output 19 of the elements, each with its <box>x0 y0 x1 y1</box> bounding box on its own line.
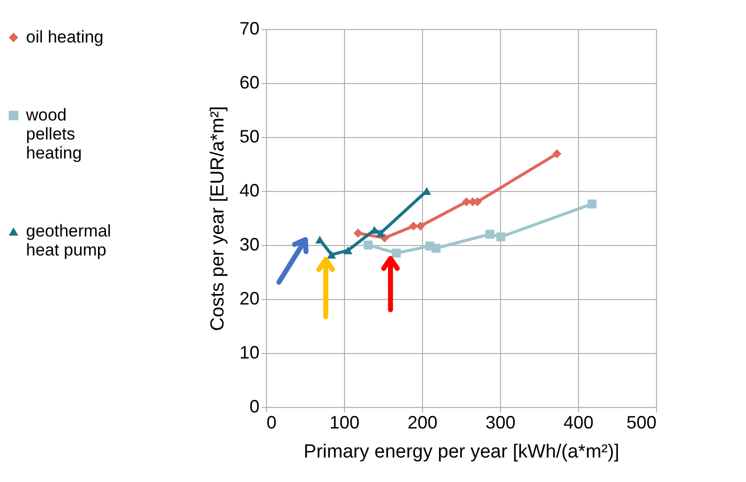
x-tick-label: 300 <box>485 412 516 432</box>
x-tick-label: 400 <box>563 412 594 432</box>
x-tick-label: 500 <box>626 412 656 432</box>
legend-label: wood pellets heating <box>25 106 82 162</box>
x-tick-label: 0 <box>266 412 277 432</box>
x-axis-title: Primary energy per year [kWh/(a*m²)] <box>304 442 620 462</box>
legend-label: oil heating <box>26 28 104 46</box>
y-tick-label: 10 <box>239 342 260 362</box>
y-tick-label: 50 <box>239 126 260 146</box>
y-tick-label: 60 <box>239 72 260 92</box>
y-tick-label: 0 <box>249 396 260 416</box>
x-tick-label: 200 <box>407 412 438 432</box>
legend-label: geothermal heat pump <box>26 222 112 260</box>
y-axis-title: Costs per year [EUR/a*m²] <box>207 106 228 331</box>
x-tick-label: 100 <box>329 412 360 432</box>
y-tick-label: 20 <box>239 288 260 308</box>
y-tick-label: 70 <box>239 18 260 38</box>
y-tick-label: 40 <box>239 180 260 200</box>
y-tick-label: 30 <box>239 234 260 254</box>
